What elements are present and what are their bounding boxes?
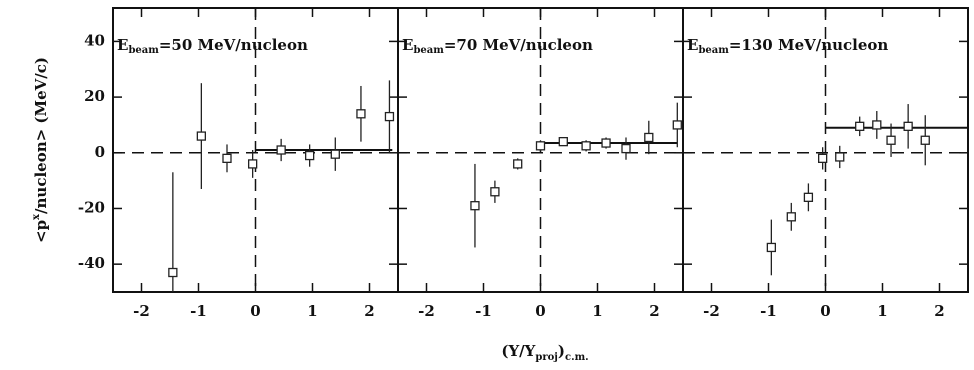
x-axis-label: (Y/Yproj)c.m. [501,342,588,363]
data-point [886,135,896,145]
x-label-part: ) [558,342,565,360]
x-tick-label: -2 [133,302,150,320]
data-point [330,149,340,159]
y-tick-label: -20 [78,198,105,216]
annotation-part: =130 MeV/nucleon [729,36,889,54]
panel-annotation: Ebeam=70 MeV/nucleon [402,36,593,56]
data-point [818,153,828,164]
data-point [276,145,286,155]
annotation-sub: beam [128,45,159,56]
x-tick-label: -2 [703,302,720,320]
y-axis-label: <px/nucleon> (MeV/c) [31,57,51,243]
y-tick-label: 20 [84,87,105,105]
x-tick-label: 2 [934,302,944,320]
x-tick-label: 1 [307,302,317,320]
y-tick-label: 0 [95,143,105,161]
x-label-part: (Y/Y [501,342,535,360]
panel: -2 -1 0 1 2 -40 -20 0 20 40 Ebeam=50 MeV/nucleon [78,7,399,320]
x-label-sub: proj [535,352,558,363]
annotation-sub: beam [698,45,729,56]
annotation-part: =70 MeV/nucleon [444,36,593,54]
data-point [786,212,796,222]
data-point [855,121,865,131]
x-tick-label: 1 [877,302,887,320]
x-tick-label: 2 [649,302,659,320]
data-point [644,132,654,143]
data-point [672,120,682,130]
panel-annotation: Ebeam=130 MeV/nucleon [687,36,888,56]
y-label-part: /nucleon> (MeV/c) [32,57,50,214]
data-point [766,242,776,253]
panel-annotation: Ebeam=50 MeV/nucleon [117,36,308,56]
data-point [581,141,591,151]
data-point [304,150,315,161]
x-tick-label: 1 [592,302,602,320]
data-point [384,111,395,122]
annotation-part: E [687,36,698,54]
panel: -2 -1 0 1 2 Ebeam=70 MeV/nucleon [397,7,684,320]
data-point [247,159,258,169]
data-point [535,141,546,151]
data-point [621,143,631,154]
annotation-part: =50 MeV/nucleon [159,36,308,54]
annotation-sub: beam [413,45,444,56]
data-point [168,267,178,278]
panel: -2 -1 0 1 2 Ebeam=130 MeV/nucleon [682,7,969,320]
y-label-part: <p [32,220,50,243]
data-point [835,152,845,162]
x-tick-label: 0 [250,302,260,320]
x-tick-label: -2 [418,302,435,320]
x-tick-label: 2 [364,302,374,320]
x-label-sub: c.m. [565,352,589,363]
data-point [222,153,232,164]
y-tick-label: 40 [84,31,105,49]
y-tick-label: -40 [78,254,105,272]
y-label-sup: x [31,213,42,220]
data-point [920,135,930,145]
data-point [558,136,568,147]
x-tick-label: -1 [190,302,207,320]
data-point [803,192,814,202]
data-point [601,138,611,148]
annotation-part: E [117,36,128,54]
x-tick-label: -1 [475,302,492,320]
annotation-part: E [402,36,413,54]
data-point [470,201,480,211]
data-point [196,131,207,141]
data-point [490,187,500,197]
x-tick-label: 0 [820,302,830,320]
x-tick-label: 0 [535,302,545,320]
data-point [513,159,523,169]
data-point [356,109,366,119]
x-tick-label: -1 [760,302,777,320]
data-point [872,120,882,130]
data-point [903,121,913,131]
